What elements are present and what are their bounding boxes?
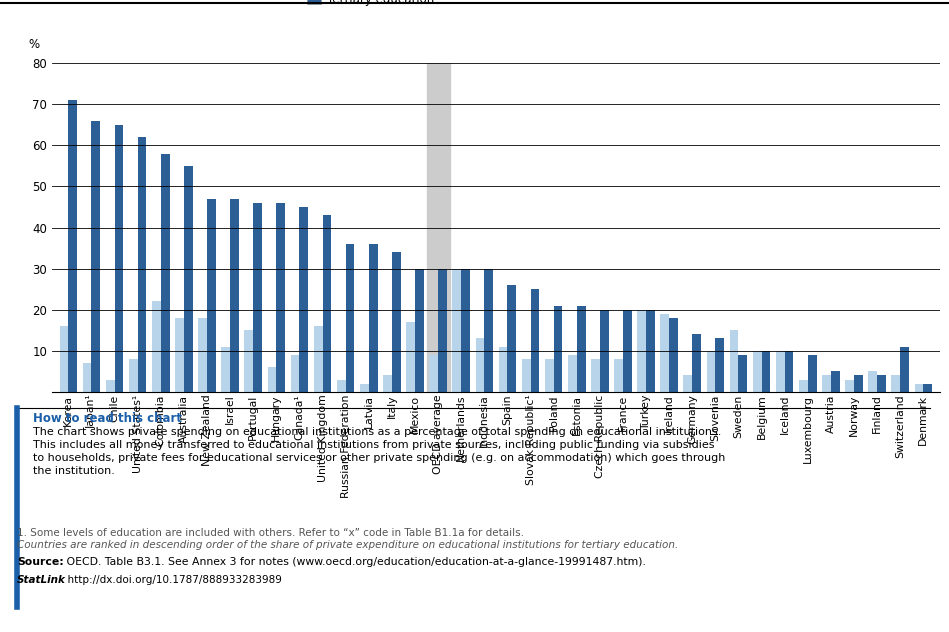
Bar bbox=[707, 351, 716, 392]
Bar bbox=[753, 351, 762, 392]
Bar bbox=[337, 379, 345, 392]
Bar bbox=[808, 355, 816, 392]
Bar bbox=[577, 306, 586, 392]
Bar bbox=[383, 375, 392, 392]
Bar bbox=[290, 355, 300, 392]
Bar bbox=[484, 269, 493, 392]
Bar bbox=[253, 203, 262, 392]
Text: Source:: Source: bbox=[17, 557, 64, 568]
Bar bbox=[115, 125, 123, 392]
Bar bbox=[891, 375, 901, 392]
Bar bbox=[152, 301, 160, 392]
Bar bbox=[276, 203, 285, 392]
Bar bbox=[369, 244, 378, 392]
Bar bbox=[392, 252, 400, 392]
Bar bbox=[105, 379, 115, 392]
Bar bbox=[160, 154, 170, 392]
Bar bbox=[568, 355, 577, 392]
Bar bbox=[901, 346, 909, 392]
Bar bbox=[831, 372, 840, 392]
Bar bbox=[591, 359, 600, 392]
Bar bbox=[461, 269, 470, 392]
Bar bbox=[406, 322, 415, 392]
Bar bbox=[314, 326, 323, 392]
Legend: Primary, secondary and post-secondary non-tertiary education, Tertiary education: Primary, secondary and post-secondary no… bbox=[307, 0, 698, 6]
Bar bbox=[475, 339, 484, 392]
Bar bbox=[184, 166, 193, 392]
Text: 1. Some levels of education are included with others. Refer to “x” code in Table: 1. Some levels of education are included… bbox=[17, 528, 524, 538]
Bar bbox=[68, 100, 77, 392]
Bar bbox=[508, 285, 516, 392]
Bar bbox=[245, 330, 253, 392]
Bar bbox=[60, 326, 68, 392]
Bar bbox=[785, 351, 793, 392]
Text: http://dx.doi.org/10.1787/888933283989: http://dx.doi.org/10.1787/888933283989 bbox=[61, 575, 282, 585]
Bar bbox=[345, 244, 354, 392]
Bar bbox=[323, 215, 331, 392]
Bar bbox=[207, 198, 215, 392]
Bar bbox=[545, 359, 553, 392]
Bar bbox=[438, 269, 447, 392]
Bar bbox=[198, 318, 207, 392]
Bar bbox=[530, 289, 539, 392]
Text: %: % bbox=[28, 38, 39, 51]
Bar bbox=[692, 334, 701, 392]
Text: How to read this chart: How to read this chart bbox=[33, 412, 182, 425]
Bar bbox=[129, 359, 138, 392]
Bar bbox=[799, 379, 808, 392]
Bar bbox=[738, 355, 747, 392]
Bar bbox=[614, 359, 623, 392]
Bar bbox=[230, 198, 239, 392]
Bar bbox=[776, 351, 785, 392]
Bar bbox=[669, 318, 678, 392]
Text: OECD. Table B3.1. See Annex 3 for notes (www.oecd.org/education/education-at-a-g: OECD. Table B3.1. See Annex 3 for notes … bbox=[63, 557, 645, 568]
Bar bbox=[868, 372, 877, 392]
Bar bbox=[915, 384, 923, 392]
Bar bbox=[623, 310, 632, 392]
Bar bbox=[522, 359, 530, 392]
Bar bbox=[877, 375, 886, 392]
Bar bbox=[553, 306, 563, 392]
Bar bbox=[683, 375, 692, 392]
Bar bbox=[600, 310, 608, 392]
Bar bbox=[646, 310, 655, 392]
Text: StatLink: StatLink bbox=[17, 575, 66, 585]
Text: Countries are ranked in descending order of the share of private expenditure on : Countries are ranked in descending order… bbox=[17, 540, 679, 550]
Text: The chart shows private spending on educational institutions as a percentage of : The chart shows private spending on educ… bbox=[33, 427, 726, 476]
Bar bbox=[923, 384, 932, 392]
Bar bbox=[138, 137, 146, 392]
Bar bbox=[846, 379, 854, 392]
Bar bbox=[360, 384, 369, 392]
Bar bbox=[221, 346, 230, 392]
Bar bbox=[498, 346, 508, 392]
Bar bbox=[822, 375, 831, 392]
Bar bbox=[268, 367, 276, 392]
Bar bbox=[730, 330, 738, 392]
Bar bbox=[83, 363, 91, 392]
Bar bbox=[661, 314, 669, 392]
Bar bbox=[429, 355, 438, 392]
Bar bbox=[300, 207, 308, 392]
Bar bbox=[762, 351, 771, 392]
Bar bbox=[854, 375, 863, 392]
Bar bbox=[453, 269, 461, 392]
Bar bbox=[415, 269, 424, 392]
Bar bbox=[426, 63, 450, 392]
Bar bbox=[716, 339, 724, 392]
Bar bbox=[176, 318, 184, 392]
Bar bbox=[638, 310, 646, 392]
Bar bbox=[91, 121, 101, 392]
